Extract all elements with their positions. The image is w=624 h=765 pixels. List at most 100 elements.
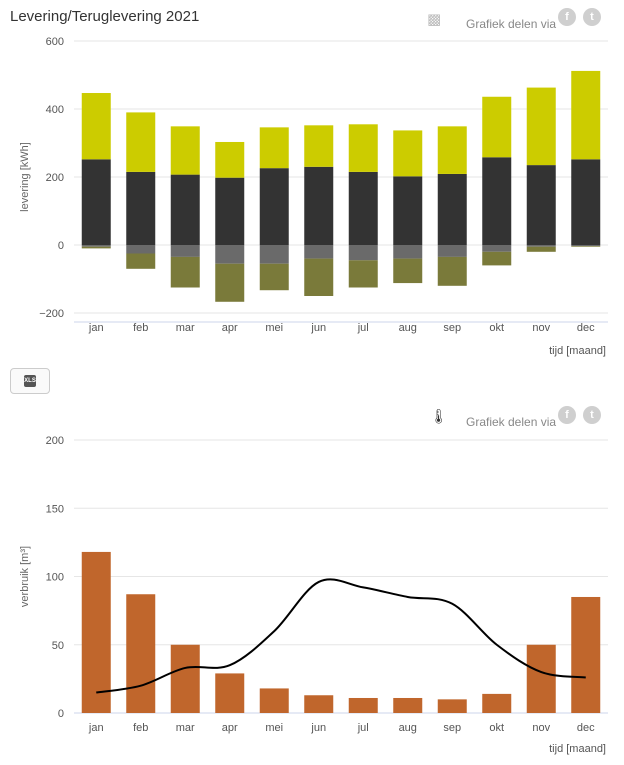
bar-teruglevering-piek	[482, 251, 512, 266]
x-tick-label: feb	[133, 322, 148, 334]
bar-teruglevering-piek	[81, 246, 111, 249]
bar-teruglevering-piek	[526, 246, 556, 252]
levering-chart: 600 400 200 0 −200 jan feb mar apr mei jun jul aug se…	[19, 36, 608, 357]
bar-verbruik	[259, 688, 289, 713]
x-tick-label: okt	[489, 722, 504, 734]
bar-teruglevering-piek	[126, 253, 156, 269]
y-tick-label: 0	[58, 708, 64, 720]
bar-verbruik	[348, 697, 378, 713]
x-tick-label: mei	[265, 722, 283, 734]
chart-title: Levering/Teruglevering 2021	[10, 8, 200, 25]
bar-verbruik	[126, 594, 156, 713]
facebook-icon-2[interactable]: f	[558, 406, 576, 424]
x-tick-label: okt	[489, 322, 504, 334]
y-tick-label: 50	[52, 640, 64, 652]
bar-teruglevering-piek	[170, 256, 200, 288]
bar-levering-piek	[81, 93, 111, 160]
bar-teruglevering-piek	[437, 256, 467, 286]
bar-levering-dal	[393, 176, 423, 245]
bar-levering-dal	[526, 165, 556, 245]
bar-levering-dal	[437, 173, 467, 245]
bar-teruglevering-piek	[393, 258, 423, 284]
y-tick-label: 200	[46, 435, 64, 447]
bar-levering-piek	[304, 125, 334, 167]
x-tick-label: nov	[532, 322, 550, 334]
bar-teruglevering-dal	[437, 245, 467, 257]
bar-levering-dal	[348, 171, 378, 245]
bar-verbruik	[170, 644, 200, 713]
bar-verbruik	[526, 644, 556, 713]
bar-levering-dal	[215, 177, 245, 245]
x-tick-label: aug	[399, 322, 417, 334]
x-tick-label: jun	[310, 322, 326, 334]
bar-levering-piek	[126, 112, 156, 172]
bar-teruglevering-dal	[304, 245, 334, 259]
bar-levering-dal	[482, 157, 512, 245]
bar-teruglevering-dal	[126, 245, 156, 254]
y-tick-label: 600	[46, 36, 64, 48]
x-tick-label: apr	[222, 722, 238, 734]
bar-teruglevering-dal	[571, 245, 601, 247]
bar-levering-dal	[126, 171, 156, 245]
temperature-line	[96, 578, 586, 694]
bar-verbruik	[304, 695, 334, 713]
bar-verbruik	[437, 699, 467, 713]
bar-levering-dal	[170, 174, 200, 245]
twitter-icon[interactable]: t	[583, 8, 601, 26]
xls-icon: XLS	[24, 375, 36, 387]
bar-teruglevering-dal	[81, 245, 111, 247]
bar-teruglevering-dal	[259, 245, 289, 264]
x-tick-label: nov	[532, 722, 550, 734]
thermometer-icon[interactable]: 🌡	[430, 408, 448, 424]
bar-teruglevering-dal	[482, 245, 512, 252]
x-tick-label: sep	[443, 322, 461, 334]
x-tick-label: apr	[222, 322, 238, 334]
bar-levering-piek	[348, 124, 378, 172]
bar-levering-piek	[259, 127, 289, 169]
bar-verbruik	[393, 697, 423, 713]
x-tick-label: mar	[176, 322, 195, 334]
y-tick-label: −200	[39, 308, 64, 320]
bar-verbruik	[215, 673, 245, 713]
x-tick-label: sep	[443, 722, 461, 734]
share-label: Grafiek delen via	[466, 17, 557, 31]
bar-teruglevering-piek	[259, 263, 289, 291]
bar-teruglevering-piek	[348, 260, 378, 288]
bar-teruglevering-piek	[571, 246, 601, 247]
x-tick-label: dec	[577, 722, 595, 734]
y-tick-label: 400	[46, 104, 64, 116]
bar-levering-piek	[215, 141, 245, 178]
bar-levering-piek	[571, 70, 601, 160]
bar-chart-icon[interactable]: ▩	[427, 11, 442, 28]
x-tick-label: jul	[357, 722, 369, 734]
x-tick-label: jul	[357, 322, 369, 334]
y-axis-label: verbruik [m³]	[19, 546, 31, 607]
x-tick-label: mei	[265, 322, 283, 334]
bar-teruglevering-dal	[393, 245, 423, 259]
bar-teruglevering-dal	[526, 245, 556, 247]
bar-levering-piek	[170, 126, 200, 175]
bar-verbruik	[81, 551, 111, 713]
facebook-icon[interactable]: f	[558, 8, 576, 26]
bar-levering-piek	[437, 126, 467, 174]
y-tick-label: 200	[46, 172, 64, 184]
x-tick-label: mar	[176, 722, 195, 734]
twitter-icon-2[interactable]: t	[583, 406, 601, 424]
x-tick-label: aug	[399, 722, 417, 734]
xls-export-button[interactable]: XLS	[10, 368, 50, 394]
x-tick-label: feb	[133, 722, 148, 734]
x-tick-label: jan	[88, 722, 104, 734]
x-axis-label: tijd [maand]	[549, 345, 606, 357]
bar-teruglevering-dal	[170, 245, 200, 257]
x-tick-label: jun	[310, 722, 326, 734]
verbruik-chart: 200 150 100 50 0 jan feb mar apr mei jun jul aug sep o…	[19, 435, 608, 755]
bar-verbruik	[482, 693, 512, 713]
x-tick-label: dec	[577, 322, 595, 334]
bar-levering-dal	[571, 159, 601, 245]
bar-teruglevering-dal	[348, 245, 378, 261]
y-axis-label: levering [kWh]	[19, 142, 31, 212]
bar-teruglevering-piek	[215, 263, 245, 302]
y-tick-label: 150	[46, 503, 64, 515]
bar-levering-piek	[393, 130, 423, 177]
share-label-2: Grafiek delen via	[466, 415, 557, 429]
